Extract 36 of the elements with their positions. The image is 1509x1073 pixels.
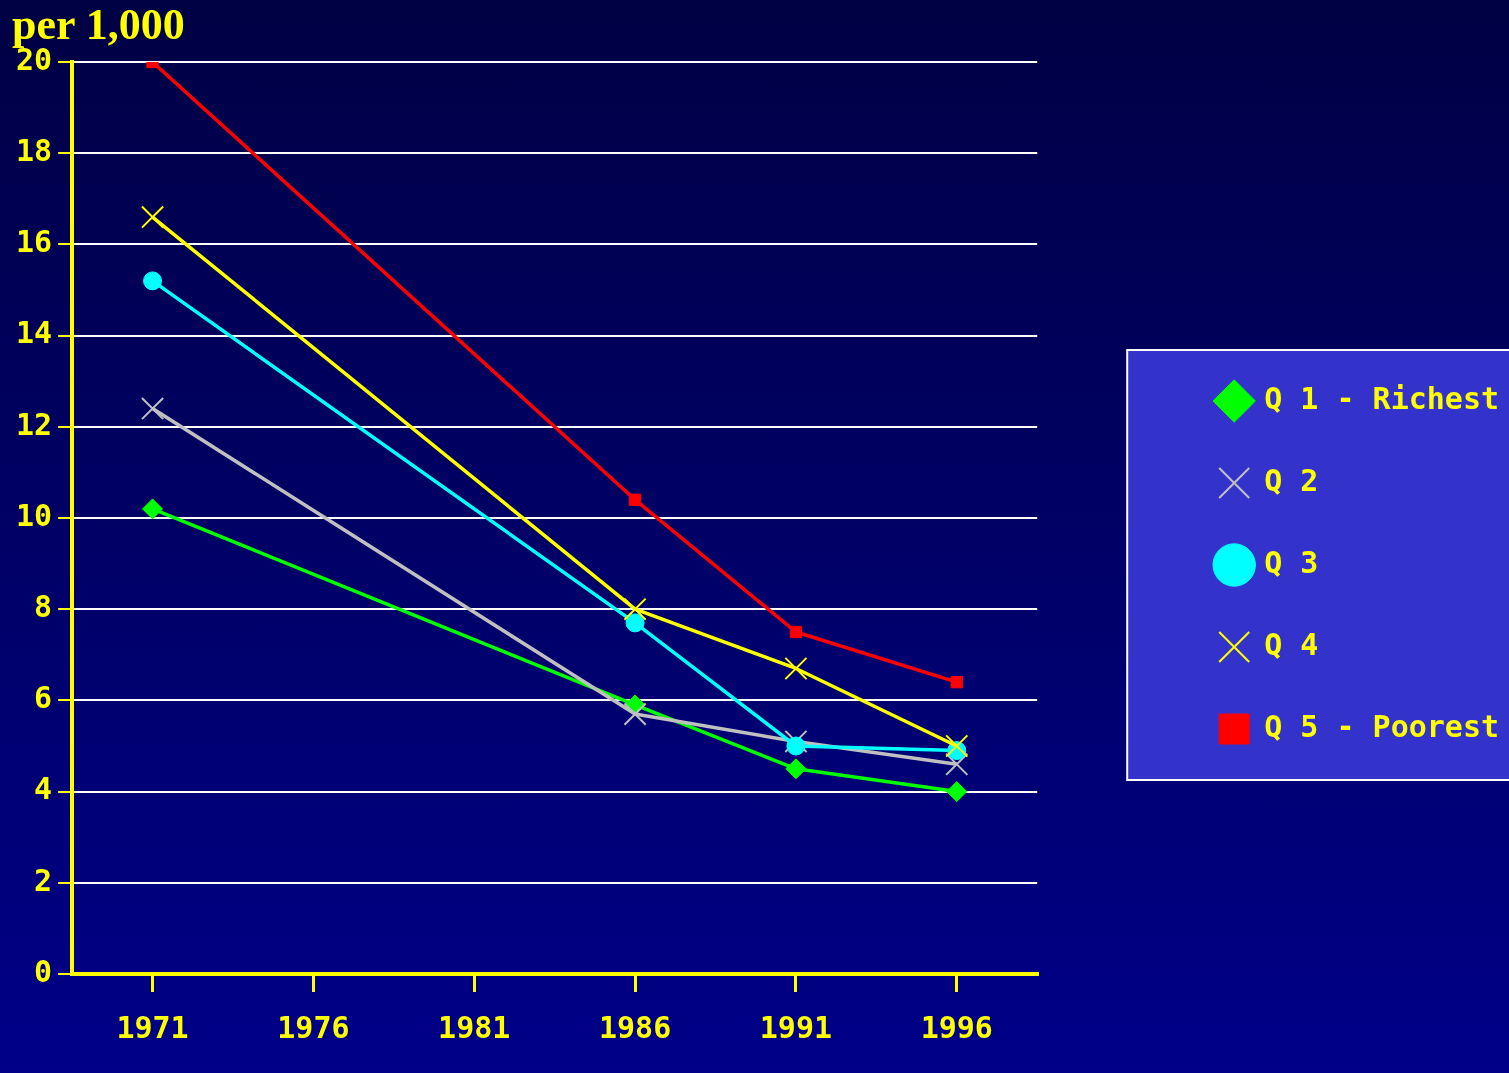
point [140, 396, 165, 421]
legend-label: Q 2 [1264, 462, 1319, 498]
y-tick-label: 6 [34, 680, 53, 716]
point [945, 734, 969, 758]
point [628, 493, 642, 506]
point [946, 781, 968, 803]
point [950, 676, 963, 689]
y-tick-label: 16 [16, 224, 53, 260]
y-tick-label: 12 [16, 406, 53, 442]
y-tick-label: 0 [34, 953, 53, 989]
y-tick-label: 2 [34, 862, 53, 898]
x-tick-label: 1986 [598, 1009, 672, 1045]
point [623, 597, 647, 621]
x-tick-label: 1981 [438, 1009, 511, 1045]
point [784, 656, 808, 681]
x-tick-label: 1991 [759, 1009, 833, 1045]
y-tick-label: 8 [34, 589, 53, 624]
point [786, 736, 806, 756]
point [140, 205, 165, 229]
y-tick-label: 14 [16, 315, 53, 351]
point [785, 758, 807, 780]
point [143, 271, 163, 291]
legend-label: Q 5 - Poorest [1264, 708, 1500, 744]
y-tick-label: 18 [16, 133, 53, 168]
x-tick-label: 1971 [116, 1009, 189, 1045]
y-tick-label: 10 [16, 497, 53, 533]
y-tick-label: 4 [34, 771, 53, 807]
legend-label: Q 4 [1264, 626, 1319, 662]
x-tick-label: 1976 [277, 1009, 350, 1045]
point [142, 498, 164, 520]
point [625, 613, 645, 633]
legend-label: Q 3 [1264, 544, 1319, 580]
x-tick-label: 1996 [920, 1009, 993, 1045]
point [623, 702, 647, 726]
point [789, 625, 803, 639]
legend-label: Q 1 - Richest [1264, 380, 1500, 416]
